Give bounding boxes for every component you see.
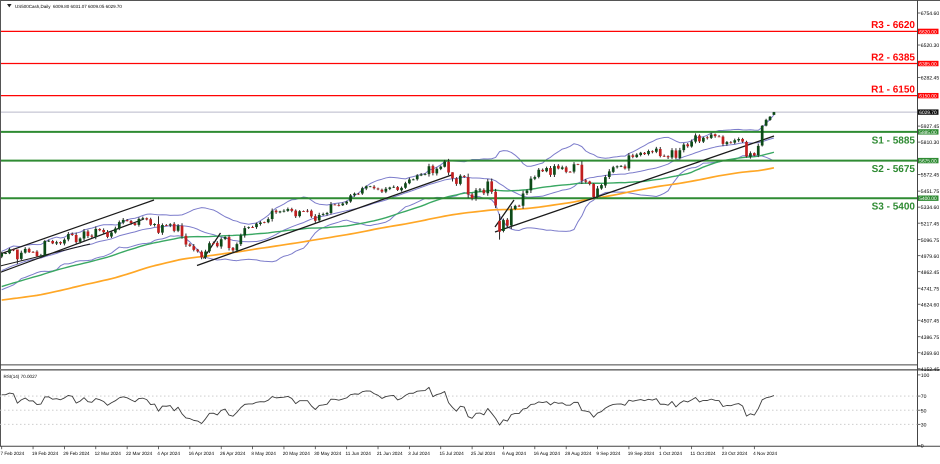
svg-text:1 Oct 2024: 1 Oct 2024: [659, 451, 682, 456]
svg-text:3 Jul 2024: 3 Jul 2024: [408, 451, 430, 456]
svg-text:5400.00: 5400.00: [919, 196, 937, 202]
svg-text:R1 - 6150: R1 - 6150: [871, 84, 915, 95]
svg-text:20 May 2024: 20 May 2024: [283, 451, 310, 456]
svg-text:4979.60: 4979.60: [921, 254, 940, 260]
svg-text:S2 - 5675: S2 - 5675: [872, 164, 916, 175]
svg-text:7 Feb 2024: 7 Feb 2024: [1, 451, 25, 456]
svg-text:5217.45: 5217.45: [921, 221, 940, 227]
svg-text:12 Mar 2024: 12 Mar 2024: [95, 451, 122, 456]
svg-text:S1 - 5885: S1 - 5885: [872, 135, 916, 146]
svg-text:50: 50: [921, 408, 927, 414]
svg-text:S3 - 5400: S3 - 5400: [872, 202, 916, 213]
svg-text:15 Jul 2024: 15 Jul 2024: [440, 451, 465, 456]
svg-text:4 Nov 2024: 4 Nov 2024: [753, 451, 777, 456]
svg-text:4507.45: 4507.45: [921, 318, 940, 324]
svg-text:22 Mar 2024: 22 Mar 2024: [126, 451, 153, 456]
svg-text:4 Apr 2024: 4 Apr 2024: [157, 451, 180, 456]
svg-text:26 Apr 2024: 26 Apr 2024: [220, 451, 246, 456]
svg-text:6029.70: 6029.70: [919, 110, 937, 116]
svg-text:6282.45: 6282.45: [921, 76, 940, 82]
svg-text:6 Aug 2024: 6 Aug 2024: [502, 451, 526, 456]
svg-text:30: 30: [921, 422, 927, 428]
svg-text:25 Jul 2024: 25 Jul 2024: [471, 451, 496, 456]
svg-text:16 Apr 2024: 16 Apr 2024: [189, 451, 215, 456]
svg-text:21 Jun 2024: 21 Jun 2024: [377, 451, 403, 456]
svg-text:6754.60: 6754.60: [921, 11, 940, 17]
svg-text:5334.60: 5334.60: [921, 205, 940, 211]
svg-text:100: 100: [921, 373, 930, 379]
svg-text:30 May 2024: 30 May 2024: [314, 451, 341, 456]
svg-text:4386.75: 4386.75: [921, 335, 940, 341]
svg-text:6385.00: 6385.00: [919, 61, 937, 67]
svg-text:5810.30: 5810.30: [921, 140, 940, 146]
svg-text:R3 - 6620: R3 - 6620: [871, 20, 915, 31]
svg-text:11 Jun 2024: 11 Jun 2024: [345, 451, 371, 456]
svg-text:11 Oct 2024: 11 Oct 2024: [690, 451, 716, 456]
svg-text:70: 70: [921, 394, 927, 400]
svg-text:4624.60: 4624.60: [921, 302, 940, 308]
svg-text:9 Sep 2024: 9 Sep 2024: [596, 451, 620, 456]
svg-text:16 Aug 2024: 16 Aug 2024: [534, 451, 561, 456]
svg-text:RSI(14) 70.0027: RSI(14) 70.0027: [4, 374, 38, 379]
svg-text:28 Aug 2024: 28 Aug 2024: [565, 451, 592, 456]
svg-text:4152.45: 4152.45: [921, 367, 940, 373]
svg-text:6620.00: 6620.00: [919, 29, 937, 35]
svg-text:19 Feb 2024: 19 Feb 2024: [32, 451, 59, 456]
svg-text:5572.45: 5572.45: [921, 173, 940, 179]
svg-text:0: 0: [921, 444, 924, 450]
svg-text:6150.00: 6150.00: [919, 94, 937, 100]
svg-text:19 Sep 2024: 19 Sep 2024: [628, 451, 655, 456]
svg-text:5096.75: 5096.75: [921, 238, 940, 244]
svg-text:23 Oct 2024: 23 Oct 2024: [722, 451, 748, 456]
svg-text:4862.45: 4862.45: [921, 270, 940, 276]
svg-text:US500Cash,Daily 6009.80 6031.: US500Cash,Daily 6009.80 6031.07 6009.05 …: [15, 4, 122, 9]
svg-text:6520.30: 6520.30: [921, 43, 940, 49]
svg-text:4269.60: 4269.60: [921, 351, 940, 357]
svg-text:R2 - 6385: R2 - 6385: [871, 52, 915, 63]
svg-text:5927.45: 5927.45: [921, 124, 940, 130]
svg-text:5451.75: 5451.75: [921, 189, 940, 195]
svg-text:8 May 2024: 8 May 2024: [251, 451, 276, 456]
svg-text:5675.00: 5675.00: [919, 159, 937, 165]
svg-text:4741.75: 4741.75: [921, 286, 940, 292]
svg-text:29 Feb 2024: 29 Feb 2024: [63, 451, 90, 456]
svg-text:5885.00: 5885.00: [919, 130, 937, 136]
